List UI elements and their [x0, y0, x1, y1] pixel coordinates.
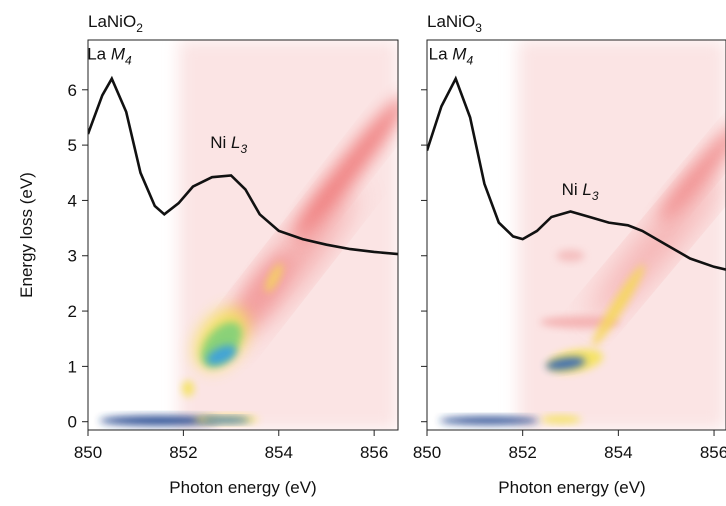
annotation-symbol: M — [111, 44, 126, 63]
annotation-name: La — [429, 44, 453, 63]
y-tick-label: 3 — [68, 247, 77, 266]
intensity-blob — [294, 95, 398, 239]
x-tick-label: 852 — [169, 443, 197, 462]
y-tick-label: 1 — [68, 357, 77, 376]
x-tick-label: 850 — [74, 443, 102, 462]
annotation-index: 4 — [125, 53, 132, 67]
intensity-blob — [540, 415, 581, 424]
heatmap — [427, 40, 726, 430]
x-tick-label: 852 — [508, 443, 536, 462]
intensity-blob — [99, 415, 220, 426]
plot-frame — [87, 39, 399, 431]
panel-title: LaNiO2 — [88, 12, 143, 35]
x-tick-label: 856 — [700, 443, 726, 462]
annotation-name: Ni — [562, 180, 583, 199]
annotation-symbol: L — [582, 180, 591, 199]
intensity-blob — [265, 263, 283, 293]
plot-frame — [426, 39, 726, 431]
annotation-name: La — [87, 44, 111, 63]
intensity-blob — [439, 416, 540, 425]
annotation-symbol: M — [452, 44, 467, 63]
annotation: Ni L3 — [562, 180, 599, 203]
x-tick-label: 856 — [360, 443, 388, 462]
x-axis-label: Photon energy (eV) — [169, 478, 316, 497]
heatmap — [88, 40, 398, 430]
y-axis-label: Energy loss (eV) — [17, 172, 36, 298]
y-tick-label: 2 — [68, 302, 77, 321]
annotation-index: 3 — [592, 189, 599, 203]
y-tick-label: 0 — [68, 413, 77, 432]
y-tick-label: 4 — [68, 191, 77, 210]
x-tick-label: 850 — [413, 443, 441, 462]
intensity-blob — [556, 249, 585, 262]
title-sub: 2 — [136, 21, 143, 35]
x-axis-label: Photon energy (eV) — [498, 478, 645, 497]
intensity-blob — [545, 357, 586, 371]
x-tick-label: 854 — [265, 443, 293, 462]
intensity-blob — [540, 316, 621, 329]
y-tick-label: 6 — [68, 81, 77, 100]
annotation-name: Ni — [210, 133, 231, 152]
panel-title: LaNiO3 — [427, 12, 482, 35]
intensity-blob — [658, 113, 726, 222]
title-base: LaNiO — [427, 12, 475, 31]
annotation-index: 3 — [240, 142, 247, 156]
title-base: LaNiO — [88, 12, 136, 31]
intensity-blob — [591, 167, 722, 322]
intensity-blob — [206, 345, 237, 366]
title-sub: 3 — [475, 21, 482, 35]
intensity-blob — [592, 264, 645, 347]
annotation: La M4 — [87, 44, 132, 67]
annotation-index: 4 — [466, 53, 473, 67]
y-tick-label: 5 — [68, 136, 77, 155]
x-tick-label: 854 — [604, 443, 632, 462]
annotation: Ni L3 — [210, 133, 247, 156]
annotation-symbol: L — [231, 133, 240, 152]
intensity-blob — [202, 417, 251, 424]
panel: 850 852 854 856 0 1 2 3 4 5 6 Photon energy (eV) Ene… — [17, 12, 399, 497]
intensity-blob — [182, 380, 195, 397]
xas-line — [88, 75, 398, 256]
heatmap-bg — [517, 40, 726, 430]
annotation: La M4 — [429, 44, 474, 67]
xas-line — [427, 75, 726, 271]
